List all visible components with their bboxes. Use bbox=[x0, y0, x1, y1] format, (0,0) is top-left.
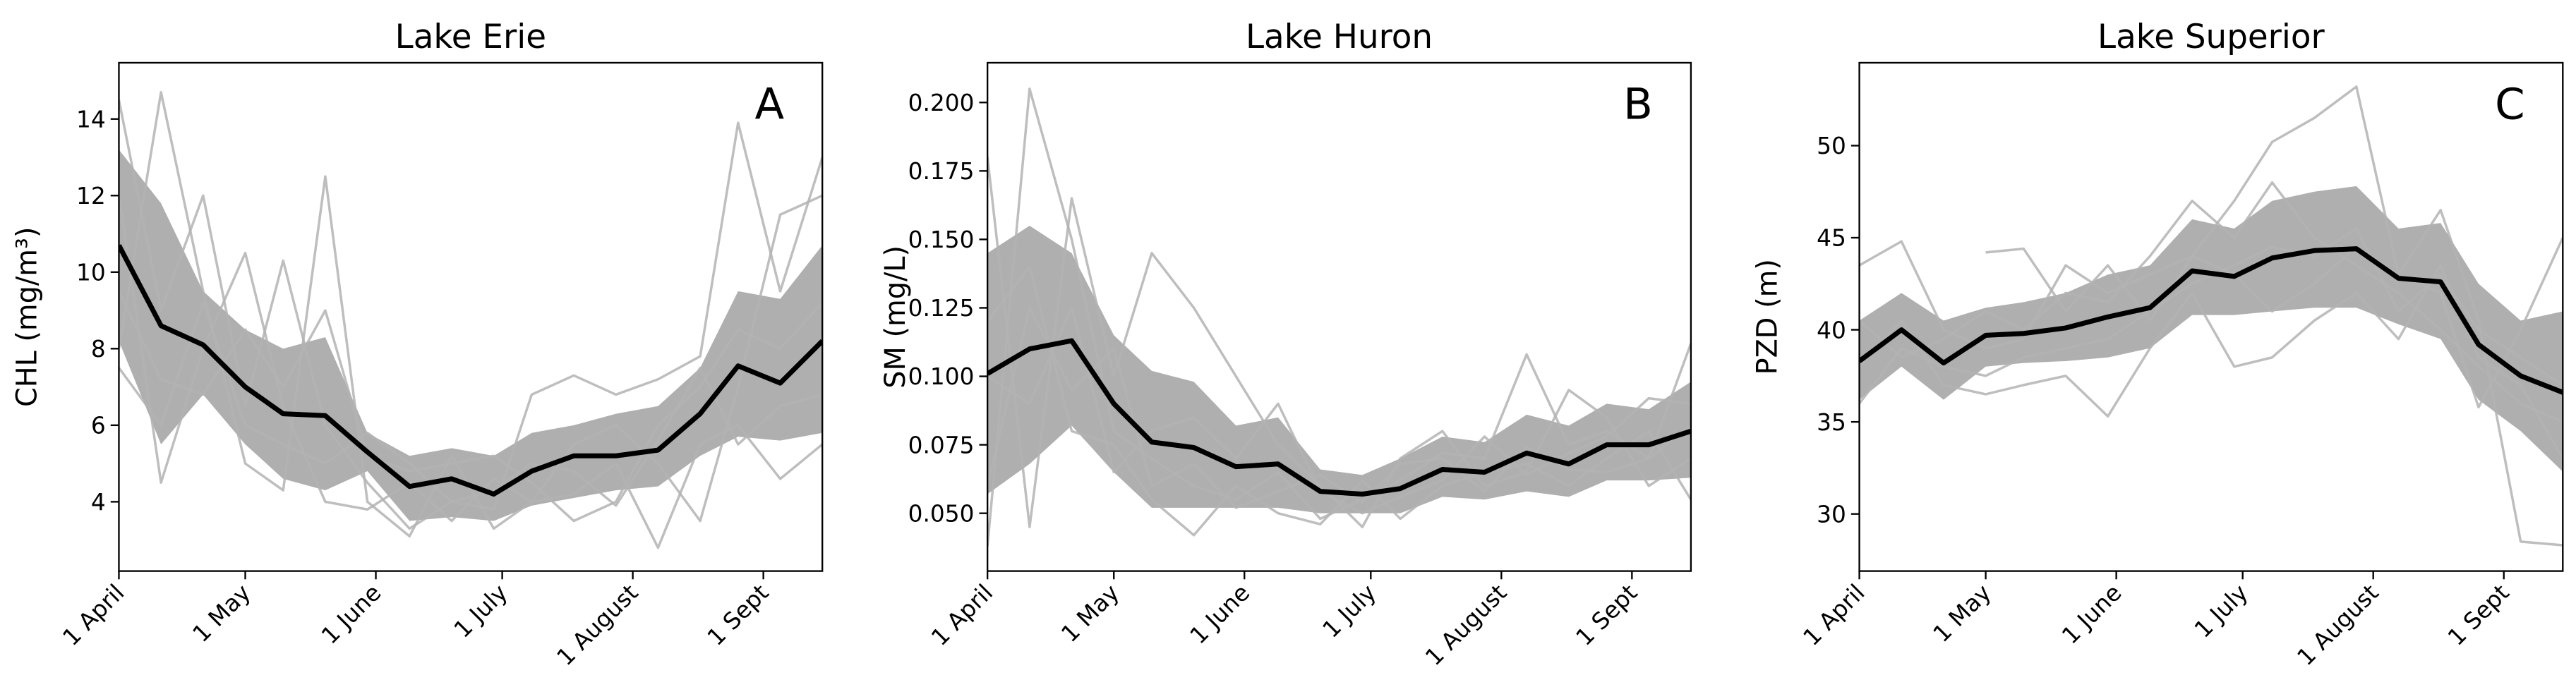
x-tick-label: 1 May bbox=[1056, 579, 1124, 648]
x-tick-label: 1 August bbox=[2292, 579, 2384, 671]
y-tick-label: 0.175 bbox=[908, 158, 975, 185]
x-tick-label: 1 July bbox=[1318, 579, 1382, 643]
panel: 0.050 0.075 0.100 0.125 0.150 0.175 0.200 1 Apr… bbox=[879, 18, 1692, 671]
series-line bbox=[119, 194, 823, 523]
series-line bbox=[119, 291, 823, 523]
axes-frame bbox=[986, 61, 1692, 572]
x-tick-label: 1 Sept bbox=[1571, 579, 1643, 651]
plot-area bbox=[1859, 85, 2563, 547]
y-tick-label: 0.200 bbox=[908, 90, 975, 116]
series-line bbox=[119, 90, 823, 549]
y-axis-label: CHL (mg/m³) bbox=[11, 227, 43, 408]
chart-title: Lake Superior bbox=[2097, 18, 2325, 56]
series-line bbox=[1859, 181, 2563, 423]
x-tick-label: 1 Sept bbox=[2443, 579, 2515, 651]
y-tick-label: 0.150 bbox=[908, 226, 975, 253]
series-line bbox=[987, 338, 1691, 497]
panel-letter: A bbox=[755, 80, 785, 130]
series-line bbox=[1859, 85, 2563, 547]
panel-letter: C bbox=[2495, 80, 2524, 130]
y-axis-label: SM (mg/L) bbox=[879, 245, 912, 389]
chart-title: Lake Erie bbox=[395, 18, 546, 56]
series-line bbox=[119, 301, 823, 507]
axes-frame bbox=[118, 61, 824, 572]
y-tick-label: 8 bbox=[91, 336, 106, 363]
y-tick-label: 0.125 bbox=[908, 295, 975, 322]
series-line bbox=[119, 99, 823, 530]
y-tick-label: 0.050 bbox=[908, 500, 975, 527]
series-line bbox=[1859, 246, 2563, 395]
y-tick-label: 14 bbox=[76, 106, 106, 133]
series-line bbox=[987, 157, 1691, 528]
panel: 30 35 40 45 50 1 April 1 May 1 June 1 July 1 Augu… bbox=[1752, 18, 2564, 671]
x-tick-label: 1 June bbox=[2057, 579, 2126, 649]
x-tick-label: 1 May bbox=[1928, 579, 1997, 648]
y-tick-label: 6 bbox=[91, 413, 106, 439]
y-tick-label: 40 bbox=[1817, 317, 1846, 344]
x-tick-label: 1 April bbox=[1798, 579, 1870, 651]
series-line bbox=[1859, 264, 2563, 460]
series-line bbox=[987, 306, 1691, 515]
y-tick-label: 4 bbox=[91, 489, 106, 516]
x-tick-label: 1 August bbox=[552, 579, 644, 671]
y-tick-label: 10 bbox=[76, 259, 106, 286]
x-tick-label: 1 June bbox=[316, 579, 386, 649]
y-tick-label: 45 bbox=[1817, 225, 1846, 252]
series-line bbox=[119, 244, 823, 497]
x-tick-label: 1 July bbox=[449, 579, 513, 643]
y-tick-label: 0.100 bbox=[908, 363, 975, 390]
std-band bbox=[1859, 186, 2563, 472]
y-axis-label: PZD (m) bbox=[1752, 259, 1784, 375]
plot-area bbox=[987, 87, 1691, 547]
axes-frame bbox=[1858, 61, 2564, 572]
series-line bbox=[987, 306, 1691, 509]
y-tick-label: 35 bbox=[1817, 409, 1846, 436]
panel: 4 6 8 10 12 14 1 April 1 May 1 June 1 July 1 Augus… bbox=[11, 18, 824, 671]
x-tick-label: 1 June bbox=[1185, 579, 1255, 649]
chart-title: Lake Huron bbox=[1246, 18, 1433, 56]
y-tick-label: 30 bbox=[1817, 501, 1846, 528]
x-tick-label: 1 July bbox=[2189, 579, 2253, 643]
y-tick-label: 0.075 bbox=[908, 432, 975, 458]
x-tick-label: 1 May bbox=[188, 579, 256, 648]
x-tick-label: 1 April bbox=[58, 579, 130, 651]
plot-area bbox=[119, 90, 823, 549]
std-band bbox=[119, 150, 823, 521]
panel-letter: B bbox=[1623, 80, 1653, 130]
x-tick-label: 1 August bbox=[1420, 579, 1512, 671]
x-tick-label: 1 Sept bbox=[702, 579, 774, 651]
y-tick-label: 12 bbox=[76, 183, 106, 209]
series-line bbox=[987, 87, 1691, 547]
y-tick-label: 50 bbox=[1817, 133, 1846, 159]
x-tick-label: 1 April bbox=[926, 579, 998, 651]
